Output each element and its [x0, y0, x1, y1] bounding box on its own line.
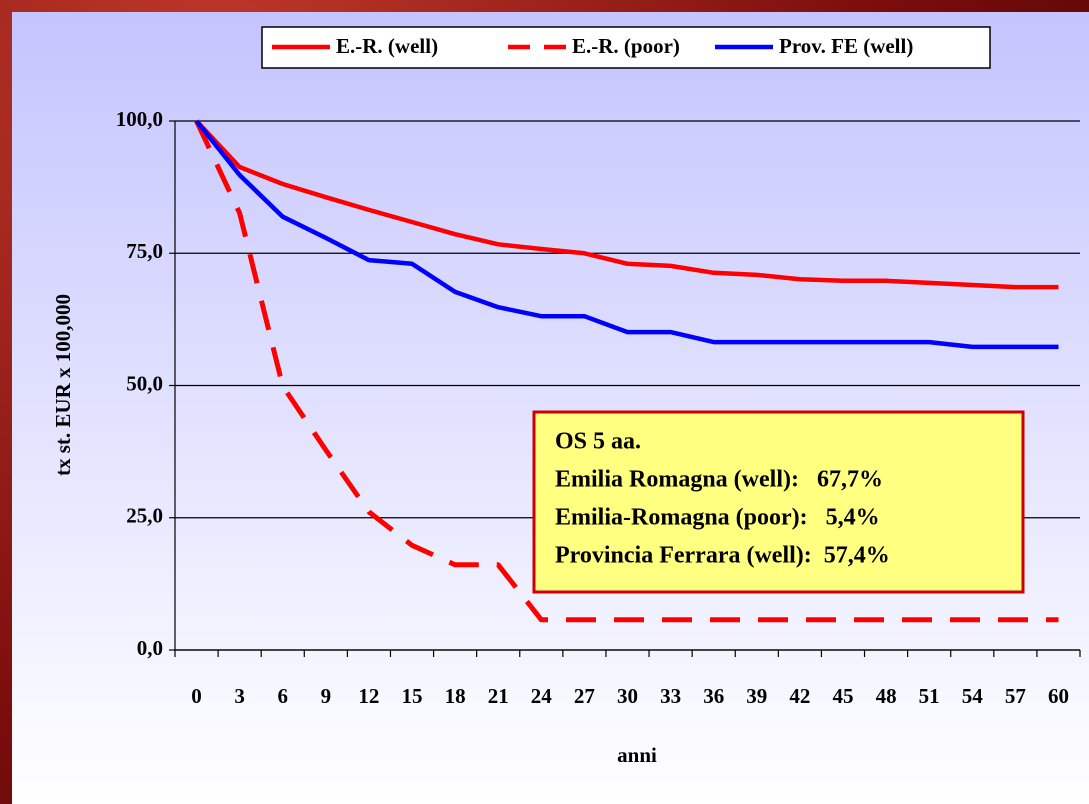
y-tick-label: 0,0 [137, 636, 163, 660]
x-tick-label: 0 [191, 684, 202, 708]
x-tick-label: 6 [277, 684, 288, 708]
x-tick-label: 15 [402, 684, 423, 708]
legend-box [261, 26, 991, 69]
plot-background [12, 12, 1089, 804]
x-tick-label: 45 [832, 684, 853, 708]
x-tick-label: 48 [876, 684, 897, 708]
x-tick-label: 57 [1005, 684, 1026, 708]
x-axis-title: anni [617, 743, 657, 767]
series-line [194, 119, 1059, 623]
y-tick-label: 25,0 [126, 504, 163, 528]
x-tick-label: 3 [234, 684, 245, 708]
annotation-line: Provincia Ferrara (well): 57,4% [555, 543, 890, 569]
series-line [194, 119, 1059, 350]
x-tick-label: 9 [321, 684, 332, 708]
y-tick-label: 50,0 [126, 371, 163, 395]
y-tick-label: 100,0 [116, 107, 163, 131]
x-tick-label: 21 [488, 684, 509, 708]
annotation-box [532, 410, 1025, 594]
annotation-line: Emilia-Romagna (poor): 5,4% [555, 505, 880, 531]
x-tick-label: 54 [962, 684, 984, 708]
annotation-line: OS 5 aa. [555, 429, 641, 455]
x-tick-label: 60 [1048, 684, 1069, 708]
x-tick-label: 24 [531, 684, 553, 708]
annotation: OS 5 aa. Emilia Romagna (well): 67,7% Emil… [532, 410, 1025, 594]
legend: E.-R. (well) E.-R. (poor) Prov. FE (well) [261, 26, 991, 69]
x-tick-label: 12 [358, 684, 379, 708]
x-tick-label: 18 [445, 684, 466, 708]
x-tick-label: 30 [617, 684, 638, 708]
legend-label: Prov. FE (well) [779, 34, 913, 58]
annotation-line: Emilia Romagna (well): 67,7% [555, 467, 883, 493]
x-tick-label: 27 [574, 684, 595, 708]
series-line [194, 119, 1059, 290]
x-tick-label: 39 [746, 684, 767, 708]
y-tick-label: 75,0 [126, 239, 163, 263]
y-axis-title: tx st. EUR x 100,000 [51, 294, 75, 476]
x-tick-label: 51 [919, 684, 940, 708]
x-tick-label: 42 [789, 684, 810, 708]
x-tick-label: 33 [660, 684, 681, 708]
x-tick-label: 36 [703, 684, 724, 708]
legend-label: E.-R. (poor) [572, 34, 680, 58]
legend-label: E.-R. (well) [336, 34, 438, 58]
